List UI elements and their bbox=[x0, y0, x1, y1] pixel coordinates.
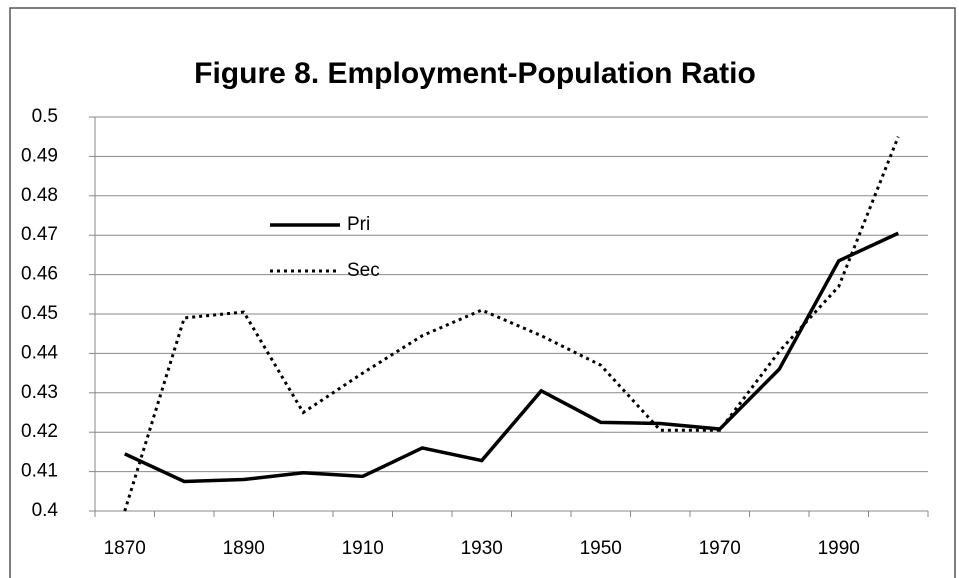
line-series bbox=[124, 231, 899, 484]
legend-label: Pri bbox=[347, 214, 370, 235]
x-tick-label: 1950 bbox=[580, 538, 622, 559]
x-tick-label: 1990 bbox=[818, 538, 860, 559]
chart-frame bbox=[9, 7, 956, 578]
x-tick-label: 1890 bbox=[223, 538, 265, 559]
y-tick-label: 0.49 bbox=[21, 145, 58, 166]
y-tick-label: 0.43 bbox=[21, 382, 58, 403]
x-tick-label: 1970 bbox=[699, 538, 741, 559]
y-tick-label: 0.4 bbox=[32, 500, 59, 521]
y-tick-label: 0.45 bbox=[21, 303, 58, 324]
x-tick-label: 1910 bbox=[342, 538, 384, 559]
chart-title: Figure 8. Employment-Population Ratio bbox=[194, 57, 756, 90]
y-tick-label: 0.48 bbox=[21, 185, 58, 206]
y-tick-label: 0.5 bbox=[32, 106, 58, 127]
line-series bbox=[123, 136, 900, 512]
y-tick-label: 0.47 bbox=[21, 224, 58, 245]
y-tick-label: 0.41 bbox=[21, 461, 58, 482]
y-tick-label: 0.46 bbox=[21, 264, 58, 285]
x-tick-label: 1870 bbox=[104, 538, 146, 559]
x-tick-label: 1930 bbox=[461, 538, 503, 559]
y-tick-label: 0.44 bbox=[21, 342, 58, 363]
legend-label: Sec bbox=[347, 260, 380, 281]
y-tick-label: 0.42 bbox=[21, 421, 58, 442]
